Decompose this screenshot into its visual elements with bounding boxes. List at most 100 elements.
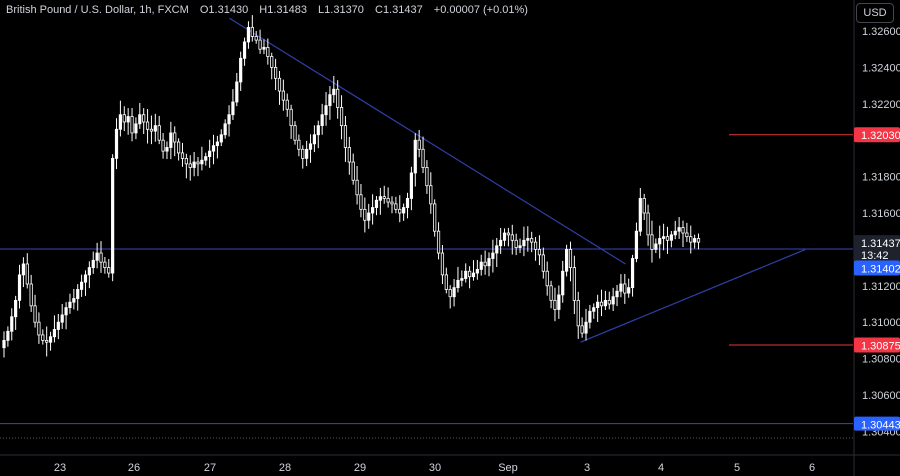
- candle-body: [421, 148, 425, 168]
- candle-body: [103, 261, 107, 269]
- candle-body: [227, 114, 231, 125]
- candle-body: [10, 316, 14, 332]
- candle-body: [390, 201, 394, 205]
- candle: [681, 220, 685, 248]
- candle-body: [111, 157, 115, 274]
- candle: [510, 224, 514, 255]
- candle-body: [208, 150, 212, 157]
- candle-body: [258, 39, 262, 50]
- candle-body: [41, 334, 45, 341]
- candle: [103, 257, 107, 274]
- candle-body: [596, 301, 600, 309]
- candle: [665, 226, 670, 254]
- candle-body: [654, 243, 658, 250]
- candle-body: [398, 208, 402, 214]
- price-tick-label: 1.31800: [862, 172, 900, 184]
- candle-body: [293, 125, 297, 141]
- candle-body: [336, 88, 340, 108]
- candle: [219, 129, 223, 147]
- candle-body: [440, 252, 445, 276]
- candle-body: [173, 132, 177, 143]
- candle-body: [161, 139, 165, 152]
- candle: [68, 293, 72, 314]
- time-tick-label: 28: [279, 462, 291, 474]
- candle-body: [382, 196, 386, 199]
- candle: [33, 294, 37, 328]
- candle: [64, 302, 68, 330]
- candle: [138, 102, 142, 129]
- candle-body: [211, 145, 216, 152]
- candle-body: [518, 245, 522, 248]
- candle-body: [33, 305, 37, 323]
- ascending-trendline: [580, 248, 806, 343]
- candle-body: [118, 114, 122, 130]
- candle-body: [17, 274, 22, 301]
- price-tick-label: 1.31200: [862, 281, 900, 293]
- descending-trendline: [229, 17, 626, 265]
- candle: [305, 140, 309, 167]
- candle: [99, 241, 103, 273]
- candle-body: [231, 101, 235, 116]
- price-tick-label: 1.31000: [862, 317, 900, 329]
- time-tick-label: 6: [809, 462, 815, 474]
- candle-body: [568, 248, 573, 268]
- candle-body: [277, 77, 282, 92]
- candle: [568, 241, 573, 282]
- candle: [398, 195, 402, 223]
- time-tick-label: 23: [54, 462, 66, 474]
- candle: [169, 121, 173, 160]
- candle: [518, 238, 522, 253]
- price-tick-label: 1.32600: [862, 26, 900, 38]
- price-tick-label: 1.30800: [862, 354, 900, 366]
- candle-body: [14, 299, 18, 318]
- bottom-level-price-label-bg: [854, 416, 900, 431]
- candle-body: [429, 185, 433, 205]
- candle: [351, 153, 355, 185]
- lower-support-price-label-bg: [854, 337, 900, 353]
- candle: [382, 185, 386, 204]
- candle: [157, 115, 161, 145]
- close-value: 1.31437: [382, 4, 423, 16]
- candle-body: [677, 227, 681, 232]
- candle: [208, 139, 212, 168]
- candle-body: [561, 270, 565, 296]
- candle: [126, 108, 130, 135]
- candle-body: [471, 272, 476, 278]
- candle: [619, 274, 623, 298]
- candle-body: [270, 56, 274, 68]
- candle: [417, 130, 421, 158]
- candle: [80, 274, 84, 297]
- candle-body: [200, 159, 204, 165]
- candle: [91, 251, 95, 274]
- candle: [467, 266, 472, 289]
- candle-body: [623, 283, 627, 294]
- candle: [623, 273, 627, 304]
- time-tick-label: 27: [204, 462, 216, 474]
- price-tick-label: 1.31600: [862, 208, 900, 220]
- current-price-label-text: 1.31437: [861, 238, 900, 250]
- candle: [277, 70, 282, 105]
- candle-body: [242, 41, 247, 59]
- candle-body: [487, 258, 491, 267]
- candle-body: [60, 314, 64, 323]
- candle-body: [646, 212, 650, 236]
- candle: [592, 303, 596, 319]
- candle: [615, 284, 619, 307]
- candle-body: [328, 94, 332, 107]
- candle-body: [402, 207, 406, 214]
- candle-body: [273, 67, 278, 79]
- candle-body: [126, 116, 130, 123]
- candle: [588, 304, 592, 329]
- candle: [452, 278, 456, 307]
- price-labels: 1.320301.3143713:421.314021.308751.30400…: [854, 127, 900, 438]
- candle: [165, 141, 169, 160]
- candle-body: [223, 123, 227, 136]
- candle-body: [176, 141, 181, 154]
- candle-body: [634, 230, 639, 259]
- candle-body: [339, 107, 344, 127]
- candle-body: [533, 241, 538, 250]
- candle: [196, 157, 200, 177]
- currency-button[interactable]: USD: [856, 3, 894, 23]
